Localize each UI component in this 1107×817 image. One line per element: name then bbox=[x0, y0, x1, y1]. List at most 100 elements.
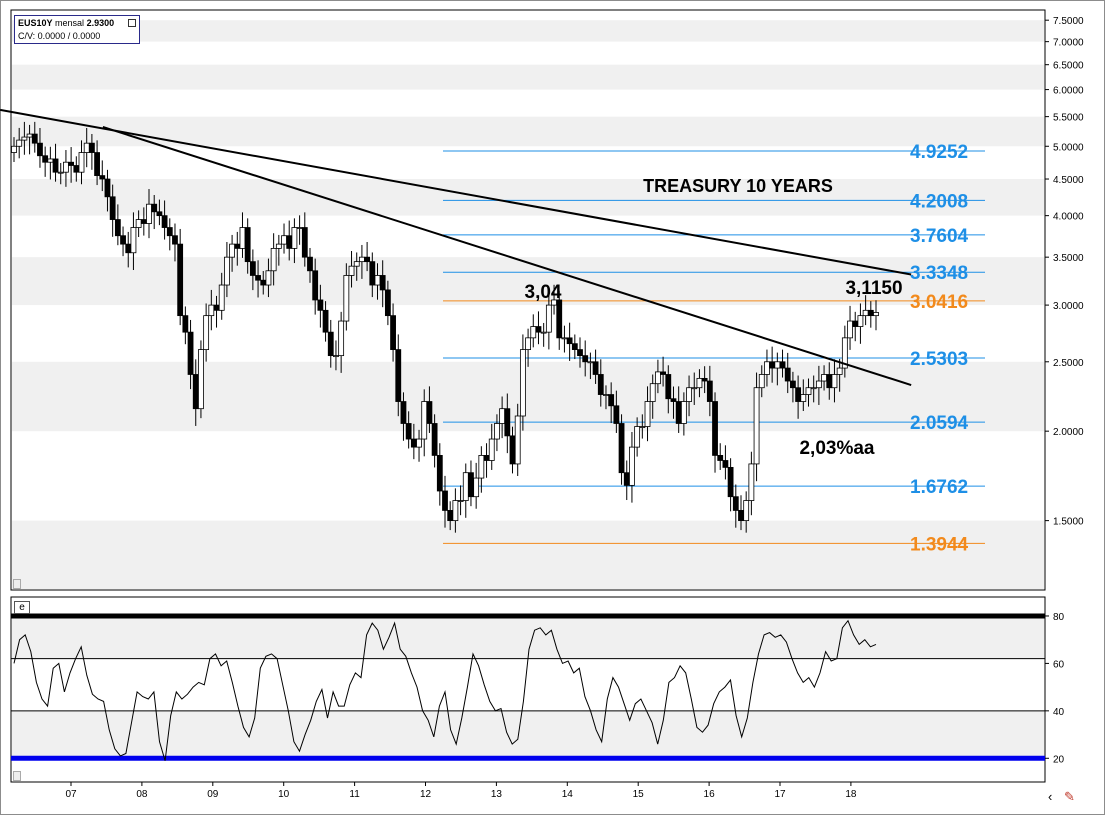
candle-body bbox=[244, 227, 251, 263]
candle-body bbox=[322, 309, 329, 333]
candle-body bbox=[73, 165, 80, 173]
candle-body bbox=[649, 383, 656, 402]
candle-body bbox=[198, 349, 204, 410]
candle-body bbox=[468, 472, 474, 498]
annotation-label: 3,04 bbox=[525, 282, 562, 303]
candle-body bbox=[655, 371, 661, 385]
candle-body bbox=[400, 401, 407, 424]
candle-body bbox=[99, 175, 106, 180]
candle-body bbox=[421, 401, 428, 440]
candle-body bbox=[499, 408, 506, 424]
candle-body bbox=[213, 304, 220, 311]
candle-body bbox=[140, 219, 147, 224]
candle-body bbox=[125, 243, 132, 254]
candle-body bbox=[374, 275, 381, 286]
candle-body bbox=[608, 394, 615, 407]
maximize-icon[interactable] bbox=[128, 19, 136, 27]
candle-body bbox=[545, 304, 552, 333]
candle-body bbox=[701, 377, 708, 382]
candle-body bbox=[146, 203, 152, 224]
pencil-tool-icon[interactable]: ✎ bbox=[1064, 789, 1075, 804]
candle-body bbox=[177, 243, 184, 317]
indicator-y-tick-label: 80 bbox=[1053, 612, 1065, 623]
axes: 7.5000 7.0000 6.5000 6.0000 5.5000 5.0000 4.50… bbox=[1045, 16, 1084, 528]
x-tick-label: 08 bbox=[136, 789, 148, 800]
candle-body bbox=[135, 219, 142, 228]
indicator-line bbox=[13, 619, 877, 761]
candle-body bbox=[514, 415, 521, 465]
y-tick-label: 4.0000 bbox=[1053, 212, 1084, 223]
y-tick-label: 7.0000 bbox=[1053, 38, 1084, 49]
candle-body bbox=[187, 331, 194, 375]
y-tick-label: 2.5000 bbox=[1053, 358, 1084, 369]
candle-body bbox=[301, 227, 308, 258]
y-tick-label: 3.0000 bbox=[1053, 301, 1084, 312]
x-tick-label: 12 bbox=[420, 789, 432, 800]
candle-body bbox=[31, 133, 38, 144]
candle-body bbox=[774, 361, 781, 369]
indicator-y-tick-label: 60 bbox=[1053, 659, 1065, 670]
grid-band bbox=[12, 116, 1044, 147]
candle-body bbox=[327, 331, 334, 357]
candle-body bbox=[255, 275, 261, 281]
indicator-y-tick-label: 40 bbox=[1053, 707, 1065, 718]
candle-body bbox=[556, 299, 563, 339]
indicator-resize-handle[interactable] bbox=[13, 771, 21, 781]
candle-body bbox=[852, 320, 859, 327]
candlesticks bbox=[11, 121, 879, 533]
last-price: 2.9300 bbox=[86, 18, 115, 28]
fib-level-label: 4.9252 bbox=[910, 142, 968, 163]
candle-body bbox=[494, 423, 500, 440]
candle-body bbox=[686, 387, 692, 402]
candle-body bbox=[88, 142, 95, 153]
scroll-left-icon[interactable]: ‹ bbox=[1048, 789, 1053, 804]
candle-body bbox=[286, 235, 293, 249]
x-tick-label: 18 bbox=[845, 789, 857, 800]
candle-body bbox=[457, 500, 464, 502]
candle-body bbox=[478, 455, 485, 479]
fib-level-label: 1.3944 bbox=[910, 534, 969, 555]
candle-body bbox=[26, 133, 33, 138]
x-tick-label: 16 bbox=[704, 789, 716, 800]
candle-body bbox=[680, 401, 687, 424]
candle-body bbox=[753, 387, 760, 465]
candle-body bbox=[509, 435, 516, 465]
candle-body bbox=[488, 438, 495, 461]
candle-body bbox=[416, 438, 422, 448]
candle-body bbox=[405, 423, 412, 440]
candle-body bbox=[410, 438, 417, 448]
candle-body bbox=[68, 161, 75, 166]
candle-body bbox=[831, 374, 838, 389]
candle-body bbox=[815, 380, 822, 389]
candle-body bbox=[722, 460, 729, 468]
x-tick-label: 11 bbox=[349, 789, 360, 800]
candle-body bbox=[359, 256, 365, 263]
indicator-panel: 80 60 40 20 bbox=[10, 596, 1065, 783]
fib-level-label: 3.0416 bbox=[910, 292, 968, 313]
candle-body bbox=[239, 227, 246, 249]
candle-body bbox=[47, 158, 54, 163]
candle-body bbox=[151, 203, 158, 213]
candle-body bbox=[384, 289, 391, 317]
candle-body bbox=[260, 279, 267, 286]
candle-body bbox=[561, 337, 568, 340]
candle-body bbox=[836, 367, 843, 375]
candle-body bbox=[566, 337, 573, 345]
candle-body bbox=[862, 309, 869, 317]
candle-body bbox=[224, 256, 230, 286]
x-tick-label: 13 bbox=[491, 789, 503, 800]
candle-body bbox=[172, 235, 178, 245]
chart-labels: TREASURY 10 YEARS 3,04 3,1150 2,03%aa bbox=[525, 176, 903, 459]
x-tick-label: 14 bbox=[562, 789, 574, 800]
candle-body bbox=[623, 472, 630, 486]
candle-body bbox=[353, 261, 360, 267]
symbol-info-box[interactable]: EUS10Y mensal 2.9300 C/V: 0.0000 / 0.000… bbox=[14, 15, 140, 44]
main-panel-resize-handle[interactable] bbox=[13, 579, 21, 589]
candle-body bbox=[660, 371, 666, 375]
indicator-label[interactable]: e bbox=[14, 601, 30, 614]
y-tick-label: 3.5000 bbox=[1053, 253, 1084, 264]
candle-body bbox=[364, 256, 371, 263]
indicator-y-tick-label: 20 bbox=[1053, 754, 1065, 765]
candle-body bbox=[114, 219, 121, 237]
candle-body bbox=[629, 446, 635, 486]
